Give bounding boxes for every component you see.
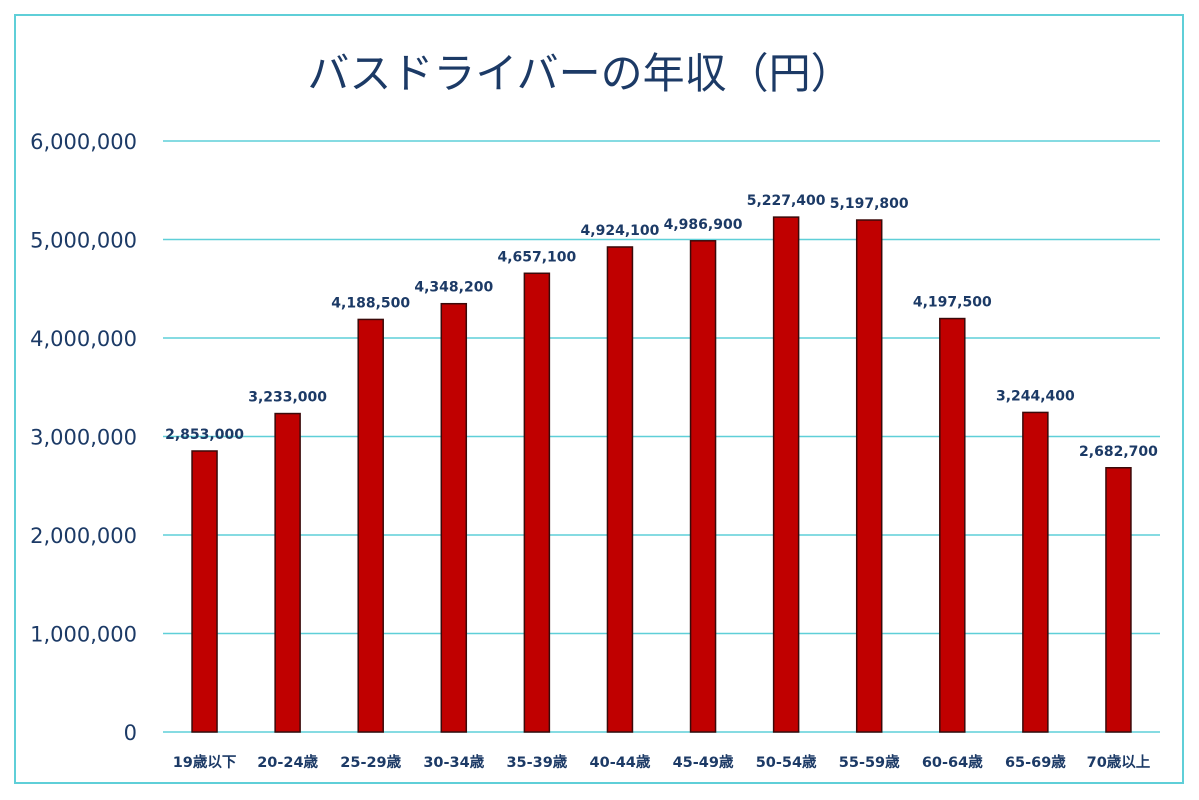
- data-label: 3,244,400: [996, 388, 1075, 404]
- bar: [606, 246, 634, 733]
- data-label: 5,227,400: [747, 193, 826, 209]
- data-label: 4,657,100: [497, 249, 576, 265]
- bar: [440, 302, 468, 733]
- data-label: 3,233,000: [248, 390, 327, 406]
- x-tick-label: 40-44歳: [590, 753, 651, 771]
- chart-title: バスドライバーの年収（円）: [307, 49, 852, 98]
- bar: [1022, 411, 1049, 733]
- x-tick-label: 19歳以下: [173, 753, 237, 771]
- bar: [523, 272, 551, 733]
- x-tick-label: 20-24歳: [257, 753, 318, 771]
- x-tick-label: 35-39歳: [506, 753, 567, 771]
- x-tick-label: 65-69歳: [1005, 753, 1066, 771]
- data-label: 4,197,500: [913, 295, 992, 311]
- y-tick-label: 1,000,000: [30, 623, 137, 647]
- data-label: 4,188,500: [331, 295, 410, 311]
- x-tick-label: 45-49歳: [673, 753, 734, 771]
- data-label: 4,986,900: [664, 217, 743, 233]
- data-label: 2,682,700: [1079, 444, 1158, 460]
- x-tick-label: 25-29歳: [340, 753, 401, 771]
- y-tick-label: 0: [124, 721, 137, 745]
- x-tick-label: 55-59歳: [839, 753, 900, 771]
- y-tick-label: 4,000,000: [30, 327, 137, 351]
- bar: [689, 240, 717, 733]
- bar: [357, 318, 384, 733]
- data-label: 4,924,100: [581, 223, 660, 239]
- x-tick-label: 30-34歳: [423, 753, 484, 771]
- data-label: 2,853,000: [165, 427, 244, 443]
- data-label: 5,197,800: [830, 196, 909, 212]
- y-tick-label: 6,000,000: [30, 130, 137, 154]
- x-tick-label: 60-64歳: [922, 753, 983, 771]
- bar: [939, 317, 966, 733]
- x-tick-label: 50-54歳: [756, 753, 817, 771]
- bar: [772, 216, 800, 733]
- y-tick-label: 5,000,000: [30, 229, 137, 253]
- x-tick-label: 70歳以上: [1087, 753, 1151, 771]
- y-tick-label: 3,000,000: [30, 426, 137, 450]
- data-label: 4,348,200: [414, 280, 493, 296]
- chart-frame: [14, 14, 1184, 784]
- bar: [274, 412, 301, 733]
- bar: [1105, 467, 1132, 733]
- bar: [855, 219, 883, 733]
- bar: [191, 450, 218, 733]
- y-tick-label: 2,000,000: [30, 524, 137, 548]
